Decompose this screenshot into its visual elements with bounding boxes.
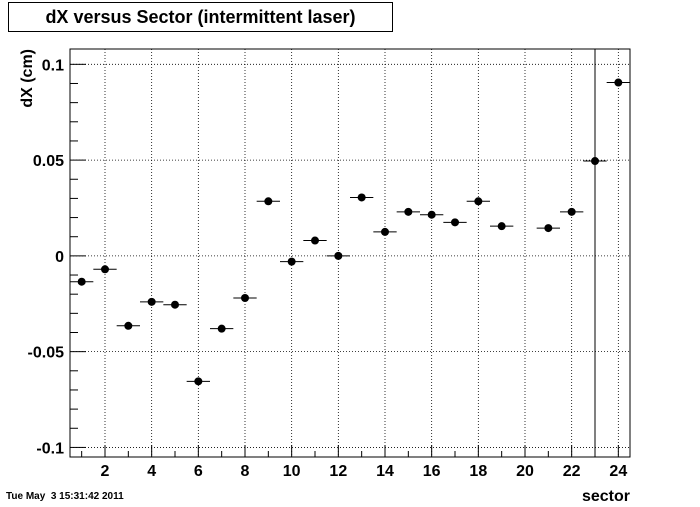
x-tick-label: 16 (423, 463, 441, 480)
data-marker (147, 297, 156, 306)
data-point (303, 236, 327, 245)
grid (70, 49, 630, 457)
timestamp: Tue May 3 15:31:42 2011 (6, 491, 124, 502)
data-marker (217, 324, 226, 333)
data-point (396, 207, 420, 216)
data-marker (241, 294, 249, 303)
x-axis-label: sector (582, 488, 630, 505)
data-marker (101, 265, 109, 274)
data-point (443, 218, 467, 227)
data-point (233, 294, 257, 303)
data-point (490, 222, 514, 231)
data-marker (381, 227, 389, 236)
data-marker (171, 300, 179, 309)
data-point (140, 297, 164, 306)
data-point (93, 265, 117, 274)
data-point (326, 251, 350, 260)
data-marker (357, 193, 366, 202)
data-marker (567, 207, 576, 216)
x-tick-label: 22 (563, 463, 581, 480)
y-tick-label: 0 (55, 249, 64, 266)
data-points (70, 78, 630, 386)
x-tick-label: 24 (609, 463, 627, 480)
data-point (373, 227, 397, 236)
data-point (116, 321, 140, 330)
y-axis-label: dX (cm) (19, 49, 36, 108)
data-point (163, 300, 187, 309)
data-marker (77, 277, 86, 286)
x-tick-label: 12 (329, 463, 347, 480)
data-marker (614, 78, 623, 87)
x-tick-label: 20 (516, 463, 534, 480)
data-marker (544, 224, 553, 233)
chart-title: dX versus Sector (intermittent laser) (8, 2, 393, 32)
data-point (420, 210, 444, 219)
data-marker (124, 321, 133, 330)
data-point (210, 324, 234, 333)
data-point (70, 277, 94, 286)
x-tick-label: 2 (101, 463, 110, 480)
data-marker (287, 257, 296, 266)
x-tick-label: 10 (283, 463, 301, 480)
data-point (186, 377, 210, 386)
data-marker (497, 222, 506, 231)
data-point (256, 197, 280, 206)
data-marker (427, 210, 436, 219)
data-point (536, 224, 560, 233)
x-tick-label: 6 (194, 463, 203, 480)
data-marker (334, 251, 343, 260)
y-tick-label: 0.1 (42, 57, 64, 74)
plot-frame (69, 48, 631, 458)
x-tick-label: 8 (241, 463, 250, 480)
data-point (560, 207, 584, 216)
data-marker (474, 197, 483, 206)
y-tick-label: 0.05 (33, 153, 64, 170)
data-marker (311, 236, 319, 245)
data-point (583, 157, 607, 166)
x-tick-label: 18 (469, 463, 487, 480)
data-marker (264, 197, 273, 206)
axis-ticks (70, 63, 619, 457)
data-marker (591, 157, 599, 166)
y-tick-label: -0.1 (36, 440, 64, 457)
data-point (350, 193, 374, 202)
data-marker (194, 377, 203, 386)
data-point (280, 257, 304, 266)
data-point (466, 197, 490, 206)
x-tick-label: 4 (147, 463, 156, 480)
data-marker (451, 218, 459, 227)
x-tick-label: 14 (376, 463, 394, 480)
y-tick-label: -0.05 (28, 345, 65, 362)
data-marker (404, 207, 413, 216)
data-point (606, 78, 630, 87)
